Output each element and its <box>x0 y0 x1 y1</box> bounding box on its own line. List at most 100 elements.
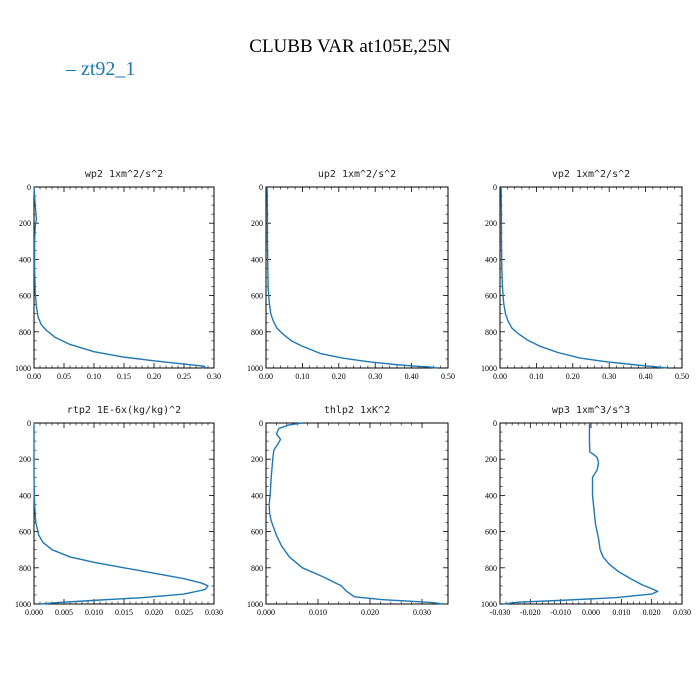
legend-line-icon: – <box>66 58 81 80</box>
panel-title: wp3 1xm^3/s^3 <box>552 405 630 416</box>
x-tick-label: 0.020 <box>643 608 661 617</box>
y-tick-label: 600 <box>19 292 31 301</box>
panel-frame <box>265 422 449 605</box>
series-line-zt92_1 <box>33 423 209 605</box>
y-tick-label: 0 <box>493 183 497 192</box>
legend-label: zt92_1 <box>81 58 136 80</box>
x-tick-label: 0.10 <box>87 372 101 381</box>
x-tick-label: 0.010 <box>85 608 103 617</box>
x-tick-label: 0.05 <box>57 372 71 381</box>
x-tick-label: 0.40 <box>639 372 653 381</box>
y-tick-label: 800 <box>251 564 263 573</box>
x-tick-label: 0.30 <box>602 372 616 381</box>
x-tick-label: 0.025 <box>175 608 193 617</box>
y-tick-label: 1000 <box>15 364 31 373</box>
panel-5: wp3 1xm^3/s^3 -0.030 -0.020 -0.010 0.000 0.01… <box>481 405 691 617</box>
x-tick-label: 0.010 <box>612 608 630 617</box>
y-tick-label: 0 <box>259 183 263 192</box>
panel-frame <box>33 422 215 605</box>
y-tick-label: 1000 <box>247 600 263 609</box>
panel-3: rtp2 1E-6x(kg/kg)^2 0.000 0.005 0.010 0.015 0… <box>15 405 223 617</box>
panel-title: vp2 1xm^2/s^2 <box>552 169 630 180</box>
y-tick-label: 400 <box>19 491 31 500</box>
panel-title: thlp2 1xK^2 <box>324 405 390 416</box>
y-tick-label: 800 <box>19 564 31 573</box>
x-tick-label: 0.020 <box>145 608 163 617</box>
y-tick-label: 200 <box>251 219 263 228</box>
figure-title: CLUBB VAR at105E,25N <box>249 36 451 57</box>
x-tick-label: 0.20 <box>566 372 580 381</box>
y-tick-label: 0 <box>259 419 263 428</box>
x-tick-label: 0.10 <box>295 372 309 381</box>
y-tick-label: 200 <box>19 455 31 464</box>
panel-title: up2 1xm^2/s^2 <box>318 169 396 180</box>
panel-frame <box>265 186 449 369</box>
x-tick-label: 0.000 <box>257 608 275 617</box>
y-tick-label: 400 <box>251 255 263 264</box>
series-line-zt92_1 <box>502 423 659 605</box>
y-tick-label: 400 <box>485 255 497 264</box>
series-line-zt92_1 <box>500 186 668 369</box>
x-tick-label: 0.00 <box>27 372 41 381</box>
x-tick-label: 0.10 <box>529 372 543 381</box>
x-tick-label: 0.005 <box>55 608 73 617</box>
series-line-zt92_1 <box>33 186 206 369</box>
x-tick-label: 0.000 <box>582 608 600 617</box>
x-tick-label: 0.030 <box>413 608 431 617</box>
x-tick-label: -0.030 <box>490 608 511 617</box>
y-tick-label: 800 <box>485 564 497 573</box>
y-tick-label: 400 <box>251 491 263 500</box>
y-tick-label: 800 <box>19 328 31 337</box>
y-tick-label: 400 <box>19 255 31 264</box>
x-tick-label: 0.50 <box>675 372 689 381</box>
series-line-zt92_1 <box>266 186 438 369</box>
y-tick-label: 800 <box>251 328 263 337</box>
x-tick-label: 0.30 <box>207 372 221 381</box>
x-tick-label: 0.30 <box>368 372 382 381</box>
panel-1: up2 1xm^2/s^2 0.00 0.10 0.20 0.30 0.40 0.50 0 20… <box>247 169 455 381</box>
legend: – zt92_1 <box>66 58 135 81</box>
x-tick-label: 0.030 <box>673 608 691 617</box>
y-tick-label: 0 <box>27 419 31 428</box>
x-tick-label: 0.20 <box>332 372 346 381</box>
y-tick-label: 400 <box>485 491 497 500</box>
panel-frame <box>499 186 683 369</box>
x-tick-label: -0.010 <box>550 608 571 617</box>
y-tick-label: 600 <box>485 528 497 537</box>
y-tick-label: 800 <box>485 328 497 337</box>
x-tick-label: 0.00 <box>259 372 273 381</box>
x-tick-label: 0.010 <box>309 608 327 617</box>
panel-2: vp2 1xm^2/s^2 0.00 0.10 0.20 0.30 0.40 0.50 0 20… <box>481 169 689 381</box>
x-tick-label: 0.50 <box>441 372 455 381</box>
y-tick-label: 600 <box>485 292 497 301</box>
x-tick-label: 0.25 <box>177 372 191 381</box>
y-tick-label: 1000 <box>481 364 497 373</box>
panel-4: thlp2 1xK^2 0.000 0.010 0.020 0.030 0 200 400 60… <box>247 405 449 617</box>
x-tick-label: 0.020 <box>361 608 379 617</box>
y-tick-label: 200 <box>485 455 497 464</box>
y-tick-label: 1000 <box>481 600 497 609</box>
x-tick-label: 0.20 <box>147 372 161 381</box>
panel-title: wp2 1xm^2/s^2 <box>85 169 163 180</box>
y-tick-label: 600 <box>251 292 263 301</box>
y-tick-label: 600 <box>19 528 31 537</box>
y-tick-label: 200 <box>19 219 31 228</box>
y-tick-label: 200 <box>251 455 263 464</box>
y-tick-label: 1000 <box>15 600 31 609</box>
panel-title: rtp2 1E-6x(kg/kg)^2 <box>67 405 181 416</box>
x-tick-label: 0.40 <box>405 372 419 381</box>
x-tick-label: -0.020 <box>520 608 541 617</box>
series-line-zt92_1 <box>268 422 443 605</box>
panel-0: wp2 1xm^2/s^2 0.00 0.05 0.10 0.15 0.20 0.25 0.3… <box>15 169 221 381</box>
panel-frame <box>499 422 683 605</box>
y-tick-label: 0 <box>27 183 31 192</box>
y-tick-label: 0 <box>493 419 497 428</box>
x-tick-label: 0.015 <box>115 608 133 617</box>
x-tick-label: 0.030 <box>205 608 223 617</box>
x-tick-label: 0.00 <box>493 372 507 381</box>
x-tick-label: 0.15 <box>117 372 131 381</box>
y-tick-label: 600 <box>251 528 263 537</box>
y-tick-label: 1000 <box>247 364 263 373</box>
y-tick-label: 200 <box>485 219 497 228</box>
